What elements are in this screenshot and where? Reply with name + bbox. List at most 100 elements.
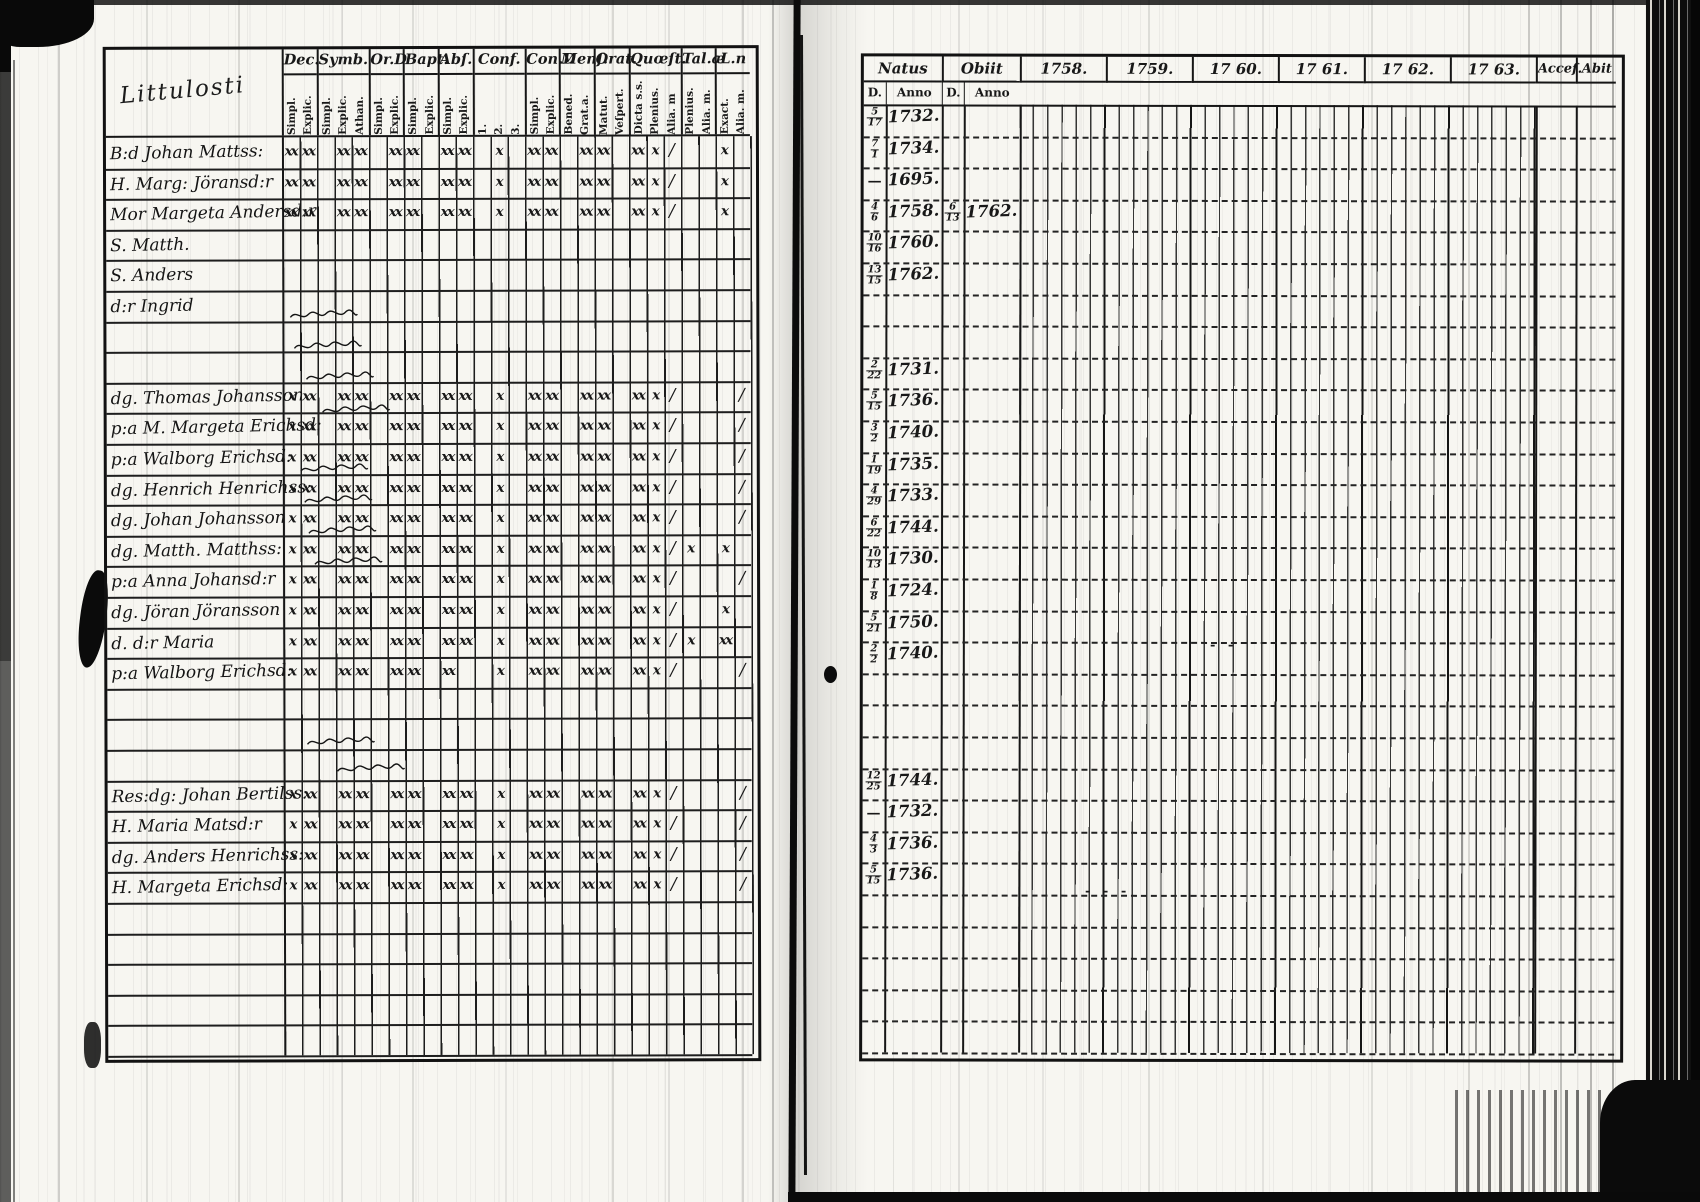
mark-cell: xx bbox=[355, 877, 368, 894]
mark-cell bbox=[318, 810, 335, 841]
mark-cell bbox=[561, 871, 578, 902]
row-name: S. Matth. bbox=[109, 234, 190, 257]
table-row: 6 22 1744. bbox=[863, 515, 1616, 551]
mark-cell: x bbox=[495, 142, 502, 159]
mark-cell: xx bbox=[441, 510, 454, 527]
natus-year: 1736. bbox=[886, 832, 939, 854]
mark-cell bbox=[422, 565, 439, 596]
ink-dot-gutter bbox=[824, 666, 837, 683]
subcolumn-label: Explic. bbox=[457, 95, 471, 135]
mark-cell: x bbox=[496, 540, 503, 557]
mark-cell: xx bbox=[596, 142, 609, 159]
mark-cell bbox=[613, 657, 630, 688]
mark-cell: xx bbox=[406, 479, 419, 496]
mark-cell: ∕ bbox=[739, 476, 745, 497]
mark-cell: xx bbox=[580, 570, 593, 588]
table-row: 7 1 1734. bbox=[863, 135, 1616, 171]
mark-cell: xx bbox=[407, 632, 420, 649]
natus-year: 1740. bbox=[886, 642, 939, 664]
mark-cell bbox=[473, 167, 490, 198]
mark-cell bbox=[422, 657, 439, 688]
row-name bbox=[108, 993, 285, 1027]
right-page-header: Natus Obiit 1758. 1759. 17 60. 17 61. 17 62.… bbox=[863, 56, 1616, 108]
mark-cell: xx bbox=[719, 631, 732, 648]
mark-cell: x bbox=[495, 173, 502, 190]
mark-cell bbox=[613, 840, 630, 871]
mark-cell: xx bbox=[354, 540, 368, 557]
mark-cell bbox=[318, 627, 335, 658]
mark-cell: xx bbox=[631, 387, 644, 404]
mark-cell bbox=[611, 198, 628, 229]
mark-cell bbox=[422, 535, 439, 566]
table-row bbox=[107, 686, 752, 722]
mark-cell: xx bbox=[354, 418, 367, 435]
year-header: 17 63. bbox=[1449, 57, 1536, 84]
scan-left-edge bbox=[0, 0, 11, 1202]
mark-cell: xx bbox=[353, 173, 367, 190]
mark-cell: x bbox=[495, 204, 502, 221]
mark-cell bbox=[370, 657, 387, 688]
mark-cell: xx bbox=[354, 387, 367, 404]
mark-cell: xx bbox=[457, 173, 471, 190]
mark-cell bbox=[457, 657, 474, 688]
mark-cell: xx bbox=[632, 815, 646, 832]
table-row: S. Anders bbox=[106, 258, 751, 293]
mark-cell: xx bbox=[405, 143, 418, 160]
mark-cell: xx bbox=[527, 142, 540, 159]
mark-cell: xx bbox=[459, 846, 472, 863]
mark-cell bbox=[473, 198, 490, 229]
mark-cell: xx bbox=[336, 173, 349, 190]
natus-year: 1750. bbox=[886, 611, 939, 632]
mark-cell: xx bbox=[631, 203, 644, 220]
mark-cell bbox=[612, 595, 629, 626]
table-row: dg. Anders Henrichss: x xx xx xx xx xx xx xx x xx x… bbox=[107, 839, 752, 875]
mark-cell bbox=[611, 167, 628, 198]
mark-cell: xx bbox=[631, 448, 645, 465]
mark-cell bbox=[421, 382, 438, 413]
mark-cell: xx bbox=[338, 816, 351, 833]
mark-cell: x bbox=[496, 448, 503, 465]
mark-cell: xx bbox=[303, 877, 316, 894]
mark-cell: xx bbox=[389, 510, 402, 527]
scan-right-edge bbox=[1691, 0, 1700, 1202]
subcolumn-label: Plenius. bbox=[649, 87, 662, 135]
subcolumn-label: Bened. bbox=[562, 93, 576, 135]
mark-cell bbox=[560, 504, 577, 535]
mark-cell: ∕ bbox=[669, 446, 676, 467]
mark-cell: xx bbox=[544, 142, 557, 159]
left-page-header: Littulosti Dec. Simpl. Explic. Symb. Simpl. E… bbox=[105, 48, 750, 138]
mark-cell bbox=[473, 382, 490, 413]
mark-cell bbox=[369, 168, 386, 199]
mark-cell: xx bbox=[407, 846, 420, 863]
mark-cell: xx bbox=[528, 662, 541, 679]
mark-cell bbox=[681, 381, 698, 412]
mark-cell bbox=[699, 595, 716, 626]
mark-cell bbox=[508, 473, 525, 504]
scan-left-edge-line bbox=[13, 60, 15, 1202]
mark-cell bbox=[699, 626, 716, 657]
mark-cell bbox=[612, 412, 629, 443]
mark-cell bbox=[369, 443, 386, 474]
mark-cell bbox=[369, 137, 386, 168]
mark-cell: ∕ bbox=[670, 599, 676, 620]
natus-day: 5 17 bbox=[866, 106, 883, 129]
subcolumn-label: 1. bbox=[476, 123, 489, 135]
mark-cell: xx bbox=[406, 449, 419, 466]
mark-cell: xx bbox=[579, 448, 593, 465]
mark-cell: ∕ bbox=[669, 476, 676, 497]
mark-cell: xx bbox=[303, 663, 316, 680]
mark-cell: x bbox=[288, 602, 295, 619]
mark-cell: xx bbox=[597, 417, 610, 434]
natus-header: Natus bbox=[863, 56, 942, 83]
subcolumn-label: Alia. m bbox=[665, 92, 678, 135]
mark-cell bbox=[681, 473, 698, 504]
mark-cell bbox=[317, 443, 334, 474]
mark-cell bbox=[716, 381, 733, 412]
mark-cell: xx bbox=[546, 846, 559, 863]
natus-year: 1734. bbox=[887, 137, 940, 158]
obiit-anno-header: Anno bbox=[963, 82, 1020, 105]
mark-cell: xx bbox=[579, 479, 593, 496]
mark-cell: xx bbox=[440, 173, 453, 190]
